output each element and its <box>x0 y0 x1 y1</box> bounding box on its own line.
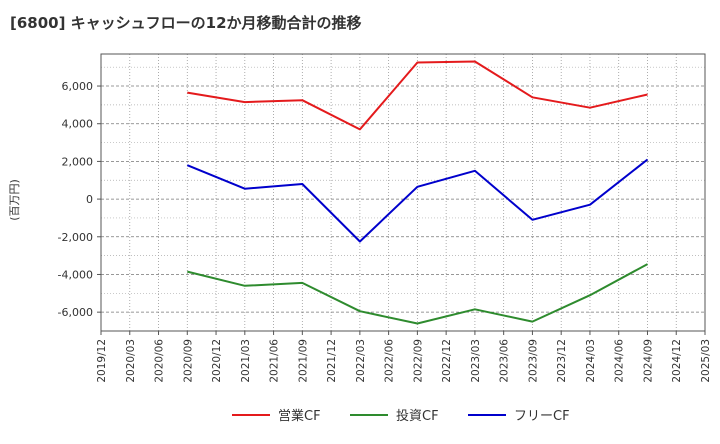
x-tick-label: 2021/12 <box>326 339 338 383</box>
series-line-3 <box>186 158 649 243</box>
chart-title: [6800] キャッシュフローの12か月移動合計の推移 <box>10 14 362 32</box>
x-tick-label: 2024/06 <box>614 339 626 383</box>
plot-area <box>101 54 705 331</box>
legend: 営業CF 投資CF フリーCF <box>232 408 570 424</box>
x-tick-label: 2020/09 <box>182 339 194 383</box>
y-axis-label: (百万円) <box>8 179 21 221</box>
x-tick-label: 2024/12 <box>671 339 683 383</box>
x-tick-label: 2020/12 <box>211 339 223 383</box>
x-tick-label: 2022/12 <box>441 339 453 383</box>
x-tick-label: 2023/12 <box>556 339 568 383</box>
x-tick-label: 2021/06 <box>269 339 281 383</box>
axis-layer: -6,000 -4,000 -2,000 0 2,000 4,000 6,000 2019/1… <box>58 53 712 383</box>
x-tick-label: 2022/06 <box>384 339 396 383</box>
plot-border <box>100 53 706 332</box>
legend-label-3: フリーCF <box>514 409 570 424</box>
x-tick-label: 2023/06 <box>499 339 511 383</box>
y-tick-label: -4,000 <box>58 268 93 281</box>
x-tick-label: 2021/09 <box>297 339 309 383</box>
y-tick-label: -2,000 <box>58 231 93 244</box>
series-line-2 <box>187 263 648 325</box>
y-tick-label: -6,000 <box>58 306 93 319</box>
x-tick-label: 2023/03 <box>470 339 482 383</box>
x-tick-label: 2021/03 <box>240 339 252 383</box>
y-tick-label: 6,000 <box>62 80 94 93</box>
legend-label-2: 投資CF <box>396 408 439 424</box>
y-tick-label: 2,000 <box>62 155 94 168</box>
x-tick-label: 2020/03 <box>125 339 137 383</box>
x-tick-label: 2019/12 <box>96 339 108 383</box>
y-tick-label: 4,000 <box>62 118 94 131</box>
x-tick-label: 2022/09 <box>412 339 424 383</box>
x-tick-label: 2022/03 <box>355 339 367 383</box>
y-tick-label: 0 <box>86 193 93 206</box>
x-tick-label: 2024/09 <box>642 339 654 383</box>
series-layer <box>186 60 649 325</box>
grid-layer <box>100 54 706 332</box>
x-tick-label: 2025/03 <box>700 339 712 383</box>
x-tick-label: 2024/03 <box>585 339 597 383</box>
legend-label-1: 営業CF <box>278 408 321 424</box>
x-tick-label: 2023/09 <box>527 339 539 383</box>
x-tick-label: 2020/06 <box>154 339 166 383</box>
series-line-1 <box>187 60 648 131</box>
